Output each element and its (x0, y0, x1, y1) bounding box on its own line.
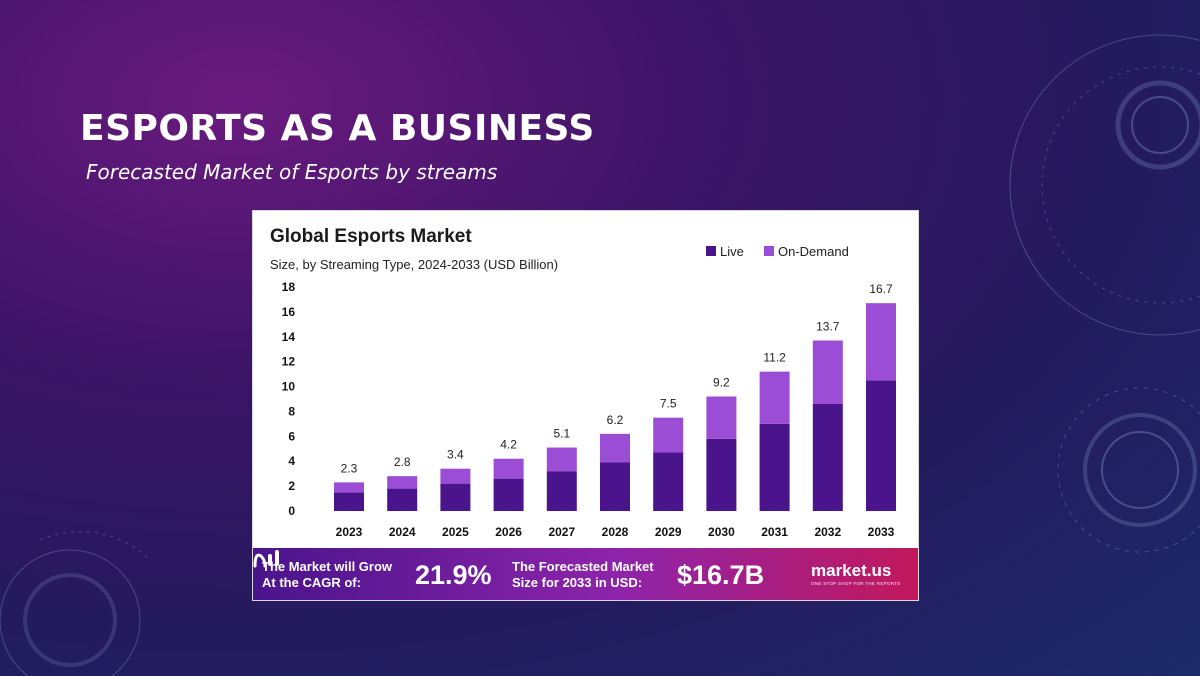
bar-on-demand-2031 (759, 371, 790, 424)
bar-on-demand-2025 (440, 468, 471, 484)
bar-on-demand-2029 (653, 417, 684, 453)
bar-live-2031 (759, 423, 790, 511)
bar-on-demand-2026 (493, 458, 524, 479)
bar-on-demand-2023 (334, 482, 364, 493)
bar-live-2026 (493, 478, 524, 511)
chart: Global Esports Market Size, by Streaming… (270, 226, 896, 539)
chart-card: Global Esports Market Size, by Streaming… (252, 210, 919, 601)
bar-on-demand-2028 (600, 433, 630, 463)
bars: 2.3 2.8 3.4 4.2 5.1 6.2 7.5 9.2 11.2 13.7 16.7 (334, 282, 896, 511)
slide-title: ESPORTS AS A BUSINESS (80, 108, 595, 149)
x-tick-label: 2033 (868, 525, 895, 539)
x-tick-label: 2025 (442, 525, 469, 539)
slide-subtitle: Forecasted Market of Esports by streams (86, 160, 498, 184)
total-value-label: 2.8 (394, 455, 411, 469)
legend-label: On-Demand (778, 244, 849, 259)
market-size-label-line2: Size for 2033 in USD: (512, 575, 643, 590)
cagr-value: 21.9% (415, 560, 492, 590)
market-us-logo-icon (253, 550, 279, 568)
x-tick-label: 2031 (761, 525, 788, 539)
y-tick-label: 0 (288, 504, 295, 518)
y-tick-label: 2 (288, 479, 295, 493)
y-tick-label: 8 (288, 404, 295, 418)
bar-on-demand-2027 (546, 447, 577, 472)
x-axis: 2023 2024 2025 2026 2027 2028 2029 2030 2031 2032… (336, 525, 895, 539)
y-tick-label: 10 (282, 380, 296, 394)
summary-banner: The Market will Grow At the CAGR of: 21.… (253, 548, 918, 600)
y-tick-label: 16 (282, 305, 296, 319)
y-tick-label: 18 (282, 280, 296, 294)
x-tick-label: 2032 (814, 525, 841, 539)
bar-live-2027 (546, 471, 577, 511)
y-axis: 0 2 4 6 8 10 12 14 16 18 (282, 280, 296, 518)
market-size-label-line1: The Forecasted Market (512, 559, 654, 574)
x-tick-label: 2023 (336, 525, 363, 539)
y-tick-label: 14 (282, 330, 296, 344)
x-tick-label: 2024 (389, 525, 416, 539)
chart-legend: Live On-Demand (706, 244, 849, 259)
x-tick-label: 2026 (495, 525, 522, 539)
cagr-label: The Market will Grow At the CAGR of: (262, 559, 392, 591)
bar-live-2024 (387, 488, 418, 511)
legend-swatch (706, 246, 716, 256)
bar-live-2033 (866, 380, 896, 511)
brand-tagline: ONE STOP SHOP FOR THE REPORTS (811, 581, 901, 586)
x-tick-label: 2028 (602, 525, 629, 539)
total-value-label: 3.4 (447, 448, 464, 462)
x-tick-label: 2027 (548, 525, 575, 539)
total-value-label: 5.1 (553, 427, 570, 441)
legend-swatch (764, 246, 774, 256)
market-size-value: $16.7B (677, 560, 765, 590)
total-value-label: 7.5 (660, 397, 677, 411)
market-size-label: The Forecasted Market Size for 2033 in U… (512, 559, 654, 591)
cagr-label-line1: The Market will Grow (262, 559, 393, 574)
cagr-label-line2: At the CAGR of: (262, 575, 361, 590)
total-value-label: 16.7 (869, 282, 893, 296)
y-tick-label: 4 (288, 454, 295, 468)
total-value-label: 6.2 (607, 413, 624, 427)
bar-live-2025 (440, 483, 471, 511)
total-value-label: 11.2 (763, 351, 786, 365)
legend-label: Live (720, 244, 744, 259)
y-tick-label: 6 (288, 429, 295, 443)
y-tick-label: 12 (282, 355, 296, 369)
chart-title: Global Esports Market (270, 226, 472, 247)
chart-subtitle: Size, by Streaming Type, 2024-2033 (USD … (270, 257, 558, 272)
total-value-label: 4.2 (500, 438, 517, 452)
total-value-label: 13.7 (816, 320, 840, 334)
bar-live-2032 (812, 403, 843, 511)
total-value-label: 2.3 (341, 461, 358, 475)
bar-on-demand-2030 (706, 396, 737, 439)
bar-live-2030 (706, 438, 737, 511)
bar-on-demand-2032 (812, 340, 843, 404)
brand-name: market.us (811, 561, 892, 580)
bar-live-2023 (334, 492, 364, 511)
bar-live-2029 (653, 452, 684, 511)
bar-on-demand-2024 (387, 476, 418, 489)
x-tick-label: 2029 (655, 525, 682, 539)
bar-live-2028 (600, 462, 630, 511)
total-value-label: 9.2 (713, 376, 730, 390)
bar-on-demand-2033 (866, 303, 896, 381)
x-tick-label: 2030 (708, 525, 735, 539)
